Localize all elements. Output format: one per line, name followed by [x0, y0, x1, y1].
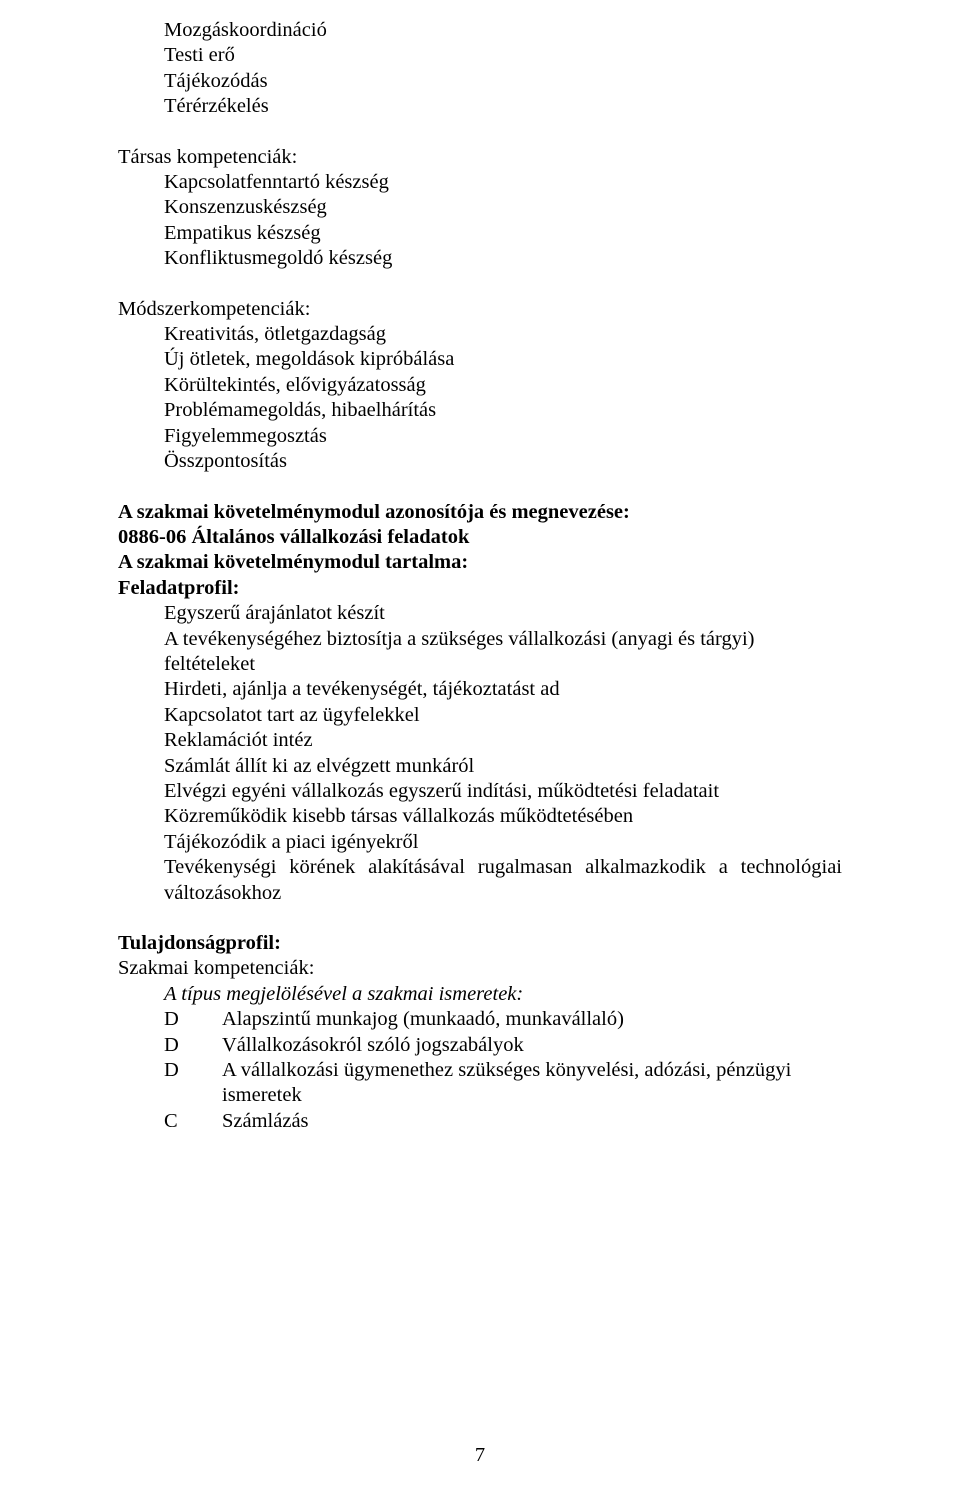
list-item: Kapcsolatot tart az ügyfelekkel — [164, 703, 842, 728]
top-continuation-list: Mozgáskoordináció Testi erő Tájékozódás … — [118, 18, 842, 120]
tarsas-list: Kapcsolatfenntartó készség Konszenzuskés… — [118, 170, 842, 272]
document-page: Mozgáskoordináció Testi erő Tájékozódás … — [0, 0, 960, 1510]
list-item: Testi erő — [164, 43, 842, 68]
list-item: Kreativitás, ötletgazdagság — [164, 322, 842, 347]
type-letter: D — [164, 1007, 222, 1032]
modul-id-value: 0886-06 Általános vállalkozási feladatok — [118, 525, 842, 550]
list-item: Hirdeti, ajánlja a tevékenységét, tájéko… — [164, 677, 842, 702]
list-item: Kapcsolatfenntartó készség — [164, 170, 842, 195]
modszer-list: Kreativitás, ötletgazdagság Új ötletek, … — [118, 322, 842, 474]
modszer-heading: Módszerkompetenciák: — [118, 297, 842, 322]
feladatprofil-list: Egyszerű árajánlatot készít A tevékenysé… — [118, 601, 842, 906]
list-item: A tevékenységéhez biztosítja a szükséges… — [164, 627, 842, 678]
list-item: Tájékozódik a piaci igényekről — [164, 830, 842, 855]
list-item: Új ötletek, megoldások kipróbálása — [164, 347, 842, 372]
type-text: Vállalkozásokról szóló jogszabályok — [222, 1033, 842, 1058]
list-item: Elvégzi egyéni vállalkozás egyszerű indí… — [164, 779, 842, 804]
type-letter: D — [164, 1058, 222, 1109]
list-item: Empatikus készség — [164, 221, 842, 246]
table-row: D Vállalkozásokról szóló jogszabályok — [164, 1033, 842, 1058]
list-item: Számlát állít ki az elvégzett munkáról — [164, 754, 842, 779]
modul-id-heading: A szakmai követelménymodul azonosítója é… — [118, 500, 842, 525]
feladatprofil-heading: Feladatprofil: — [118, 576, 842, 601]
table-row: D Alapszintű munkajog (munkaadó, munkavá… — [164, 1007, 842, 1032]
type-letter: D — [164, 1033, 222, 1058]
table-row: C Számlázás — [164, 1109, 842, 1134]
page-number: 7 — [0, 1443, 960, 1468]
type-text: A vállalkozási ügymenethez szükséges kön… — [222, 1058, 842, 1109]
list-item: Térérzékelés — [164, 94, 842, 119]
list-item: Reklamációt intéz — [164, 728, 842, 753]
tarsas-heading: Társas kompetenciák: — [118, 145, 842, 170]
list-item: Egyszerű árajánlatot készít — [164, 601, 842, 626]
list-item: Problémamegoldás, hibaelhárítás — [164, 398, 842, 423]
list-item: Konszenzuskészség — [164, 195, 842, 220]
ismeretek-heading: A típus megjelölésével a szakmai ismeret… — [164, 982, 842, 1007]
list-item: Tájékozódás — [164, 69, 842, 94]
tulajdonsagprofil-heading: Tulajdonságprofil: — [118, 931, 842, 956]
list-item: Közreműködik kisebb társas vállalkozás m… — [164, 804, 842, 829]
list-item: Tevékenységi körének alakításával rugalm… — [164, 855, 842, 906]
list-item: Figyelemmegosztás — [164, 424, 842, 449]
list-item: Mozgáskoordináció — [164, 18, 842, 43]
szakmai-kompetenciak-heading: Szakmai kompetenciák: — [118, 956, 842, 981]
type-letter: C — [164, 1109, 222, 1134]
list-item: Körültekintés, elővigyázatosság — [164, 373, 842, 398]
type-text: Számlázás — [222, 1109, 842, 1134]
type-text: Alapszintű munkajog (munkaadó, munkaváll… — [222, 1007, 842, 1032]
modul-content-heading: A szakmai követelménymodul tartalma: — [118, 550, 842, 575]
list-item: Összpontosítás — [164, 449, 842, 474]
ismeretek-block: A típus megjelölésével a szakmai ismeret… — [118, 982, 842, 1134]
list-item: Konfliktusmegoldó készség — [164, 246, 842, 271]
table-row: D A vállalkozási ügymenethez szükséges k… — [164, 1058, 842, 1109]
